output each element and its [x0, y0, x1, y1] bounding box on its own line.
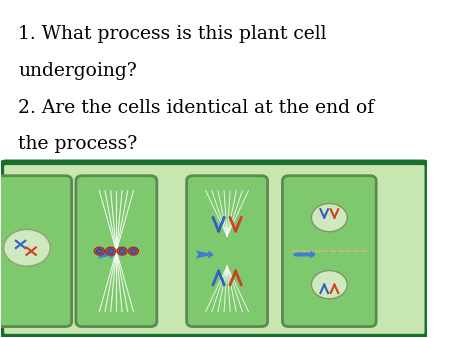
Circle shape — [119, 249, 125, 254]
Circle shape — [130, 249, 136, 254]
FancyBboxPatch shape — [0, 176, 72, 327]
Text: 1. What process is this plant cell: 1. What process is this plant cell — [18, 25, 327, 43]
Text: 2. Are the cells identical at the end of: 2. Are the cells identical at the end of — [18, 99, 374, 117]
Circle shape — [311, 203, 347, 232]
FancyBboxPatch shape — [283, 176, 376, 327]
Circle shape — [94, 247, 104, 255]
Circle shape — [128, 247, 139, 255]
Circle shape — [106, 247, 116, 255]
Text: undergoing?: undergoing? — [18, 62, 137, 80]
Circle shape — [4, 230, 50, 266]
Circle shape — [108, 249, 114, 254]
Circle shape — [96, 249, 102, 254]
Text: the process?: the process? — [18, 136, 138, 153]
Circle shape — [117, 247, 127, 255]
Circle shape — [311, 271, 347, 299]
FancyBboxPatch shape — [1, 162, 428, 337]
FancyBboxPatch shape — [76, 176, 157, 327]
FancyBboxPatch shape — [187, 176, 268, 327]
